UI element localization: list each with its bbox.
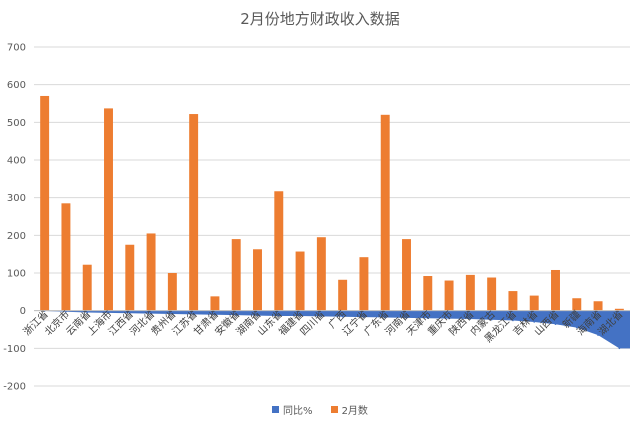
bar-feb [82,264,92,311]
bar-feb [231,239,241,311]
bar-feb [444,280,454,311]
area-point-yoy [426,317,429,320]
area-point-yoy [214,314,216,316]
bar-feb [465,274,475,311]
area-point-yoy [469,318,472,320]
area-point-yoy [320,315,323,318]
bar-feb [359,257,369,311]
area-series-yoy [34,310,630,349]
bar-feb [551,269,560,311]
bar-feb [210,296,220,311]
bar-feb [508,291,518,311]
y-tick-label: 300 [7,193,26,204]
bar-feb [380,114,390,311]
area-point-yoy [597,334,599,336]
bar-feb [487,277,497,311]
y-tick-label: 700 [7,43,26,54]
y-tick-label: -200 [3,382,26,393]
legend-item-yoy: 同比% [272,402,313,417]
legend-label-yoy: 同比% [283,406,313,417]
bar-feb [572,298,582,311]
bar-feb [146,233,156,311]
y-tick-label: 600 [7,80,26,91]
bar-feb [253,249,262,311]
bar-feb [338,279,348,311]
bar-feb [104,108,113,311]
legend-item-feb: 2月数 [330,402,368,417]
y-tick-label: 500 [7,118,26,129]
y-tick-label: 100 [7,269,26,280]
area-point-yoy [86,311,89,314]
area-point-yoy [341,315,344,318]
area-point-yoy [192,313,195,316]
chart-title: 2月份地方财政收入数据 [240,10,400,28]
area-point-yoy [448,317,450,320]
area-point-yoy [490,318,493,321]
legend-swatch-feb [330,406,338,413]
area-point-yoy [256,314,259,317]
area-point-yoy [512,319,514,322]
area-point-yoy [575,326,578,329]
area-point-yoy [299,315,301,317]
bar-feb [529,295,539,311]
bar-feb [316,237,326,311]
area-point-yoy [618,347,621,350]
y-tick-label: 200 [7,231,26,242]
area-point-yoy [533,321,536,323]
bar-feb [61,203,71,311]
legend-swatch-yoy [272,406,280,413]
area-point-yoy [128,312,131,315]
y-tick-label: 400 [7,156,26,167]
area-point-yoy [554,323,557,326]
area-point-yoy [277,315,280,317]
area-point-yoy [384,316,387,319]
y-tick-label: 0 [20,306,26,317]
bar-feb [40,95,50,311]
area-point-yoy [363,316,365,318]
bar-feb [167,273,177,311]
bar-feb [125,244,135,311]
legend: 同比% 2月数 [0,402,640,417]
bar-feb [274,191,284,311]
bar-feb [614,308,624,311]
area-point-yoy [107,312,110,314]
area-point-yoy [150,312,152,315]
bar-feb [189,114,199,311]
area-point-yoy [405,317,408,319]
y-tick-label: -100 [3,344,26,355]
bar-feb [295,251,305,311]
area-point-yoy [171,313,174,315]
area-point-yoy [65,310,67,313]
area-point-yoy [235,314,238,316]
bar-feb [402,239,411,311]
bar-feb [423,276,433,311]
bar-feb [593,301,603,311]
legend-label-feb: 2月数 [341,406,368,417]
